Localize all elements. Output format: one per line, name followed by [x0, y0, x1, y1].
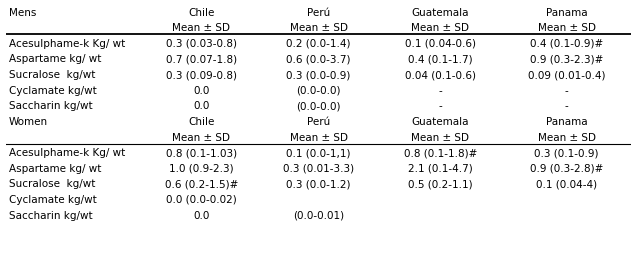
Text: Women: Women — [9, 117, 48, 127]
Text: 0.9 (0.3-2.3)#: 0.9 (0.3-2.3)# — [530, 54, 603, 65]
Text: 0.1 (0.0-1,1): 0.1 (0.0-1,1) — [286, 148, 351, 158]
Text: Mean ± SD: Mean ± SD — [289, 23, 348, 33]
Text: (0.0-0.01): (0.0-0.01) — [293, 210, 344, 221]
Text: Saccharin kg/wt: Saccharin kg/wt — [9, 101, 92, 111]
Text: Mean ± SD: Mean ± SD — [289, 133, 348, 143]
Text: 0.2 (0.0-1.4): 0.2 (0.0-1.4) — [286, 39, 351, 49]
Text: Chile: Chile — [189, 117, 215, 127]
Text: Guatemala: Guatemala — [412, 117, 469, 127]
Text: 0.3 (0.03-0.8): 0.3 (0.03-0.8) — [166, 39, 237, 49]
Text: 0.8 (0.1-1.03): 0.8 (0.1-1.03) — [166, 148, 237, 158]
Text: -: - — [565, 86, 568, 96]
Text: Mean ± SD: Mean ± SD — [538, 23, 596, 33]
Text: Panama: Panama — [546, 8, 587, 18]
Text: -: - — [438, 101, 442, 111]
Text: 0.04 (0.1-0.6): 0.04 (0.1-0.6) — [404, 70, 476, 80]
Text: 0.09 (0.01-0.4): 0.09 (0.01-0.4) — [528, 70, 605, 80]
Text: 0.3 (0.1-0.9): 0.3 (0.1-0.9) — [534, 148, 599, 158]
Text: 0.3 (0.0-0.9): 0.3 (0.0-0.9) — [286, 70, 351, 80]
Text: 0.0: 0.0 — [193, 101, 210, 111]
Text: 0.0: 0.0 — [193, 86, 210, 96]
Text: 0.6 (0.0-3.7): 0.6 (0.0-3.7) — [286, 54, 351, 65]
Text: Cyclamate kg/wt: Cyclamate kg/wt — [9, 86, 97, 96]
Text: 0.7 (0.07-1.8): 0.7 (0.07-1.8) — [166, 54, 237, 65]
Text: 0.1 (0.04-0.6): 0.1 (0.04-0.6) — [404, 39, 476, 49]
Text: Acesulphame-k Kg/ wt: Acesulphame-k Kg/ wt — [9, 148, 125, 158]
Text: Aspartame kg/ wt: Aspartame kg/ wt — [9, 54, 101, 65]
Text: Mean ± SD: Mean ± SD — [173, 23, 231, 33]
Text: Panama: Panama — [546, 117, 587, 127]
Text: Mean ± SD: Mean ± SD — [538, 133, 596, 143]
Text: 0.3 (0.01-3.3): 0.3 (0.01-3.3) — [283, 164, 354, 174]
Text: 0.9 (0.3-2.8)#: 0.9 (0.3-2.8)# — [530, 164, 603, 174]
Text: (0.0-0.0): (0.0-0.0) — [296, 101, 341, 111]
Text: -: - — [438, 86, 442, 96]
Text: Mean ± SD: Mean ± SD — [412, 23, 469, 33]
Text: 0.0: 0.0 — [193, 210, 210, 221]
Text: 0.4 (0.1-0.9)#: 0.4 (0.1-0.9)# — [530, 39, 603, 49]
Text: 0.4 (0.1-1.7): 0.4 (0.1-1.7) — [408, 54, 473, 65]
Text: Saccharin kg/wt: Saccharin kg/wt — [9, 210, 92, 221]
Text: 0.5 (0.2-1.1): 0.5 (0.2-1.1) — [408, 179, 473, 189]
Text: 0.3 (0.09-0.8): 0.3 (0.09-0.8) — [166, 70, 237, 80]
Text: Sucralose  kg/wt: Sucralose kg/wt — [9, 179, 96, 189]
Text: -: - — [565, 101, 568, 111]
Text: 0.1 (0.04-4): 0.1 (0.04-4) — [536, 179, 598, 189]
Text: (0.0-0.0): (0.0-0.0) — [296, 86, 341, 96]
Text: Perú: Perú — [307, 8, 330, 18]
Text: Sucralose  kg/wt: Sucralose kg/wt — [9, 70, 96, 80]
Text: Cyclamate kg/wt: Cyclamate kg/wt — [9, 195, 97, 205]
Text: 1.0 (0.9-2.3): 1.0 (0.9-2.3) — [169, 164, 234, 174]
Text: 0.0 (0.0-0.02): 0.0 (0.0-0.02) — [166, 195, 237, 205]
Text: Acesulphame-k Kg/ wt: Acesulphame-k Kg/ wt — [9, 39, 125, 49]
Text: Guatemala: Guatemala — [412, 8, 469, 18]
Text: Aspartame kg/ wt: Aspartame kg/ wt — [9, 164, 101, 174]
Text: 2.1 (0.1-4.7): 2.1 (0.1-4.7) — [408, 164, 473, 174]
Text: Mean ± SD: Mean ± SD — [173, 133, 231, 143]
Text: Chile: Chile — [189, 8, 215, 18]
Text: Perú: Perú — [307, 117, 330, 127]
Text: 0.8 (0.1-1.8)#: 0.8 (0.1-1.8)# — [404, 148, 477, 158]
Text: 0.3 (0.0-1.2): 0.3 (0.0-1.2) — [286, 179, 351, 189]
Text: Mean ± SD: Mean ± SD — [412, 133, 469, 143]
Text: 0.6 (0.2-1.5)#: 0.6 (0.2-1.5)# — [165, 179, 238, 189]
Text: Mens: Mens — [9, 8, 36, 18]
